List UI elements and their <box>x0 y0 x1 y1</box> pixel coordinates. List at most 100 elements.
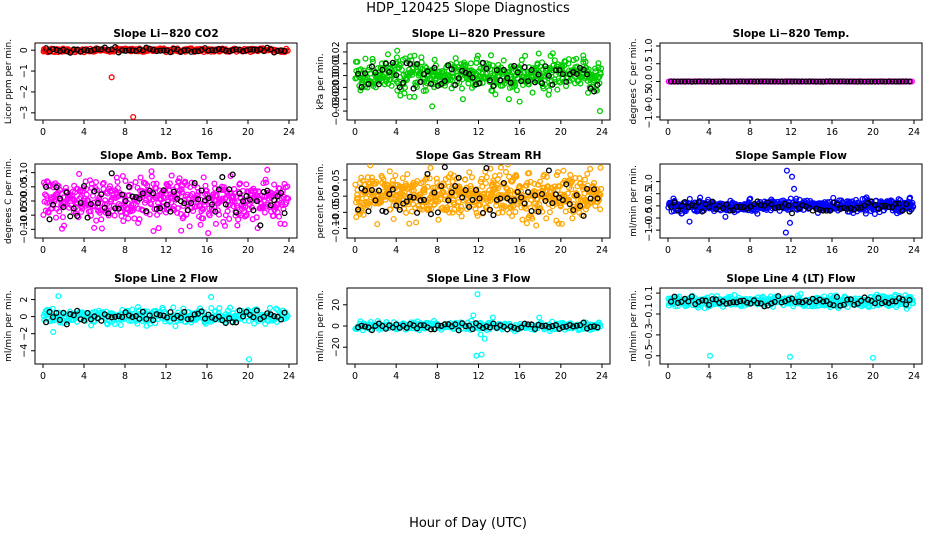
data-point-black <box>587 195 594 202</box>
x-tick-label: 4 <box>81 245 87 256</box>
y-tick-label: −0.05 <box>19 201 30 230</box>
data-point-black <box>768 201 775 208</box>
data-point <box>166 180 173 187</box>
data-point <box>178 186 185 193</box>
data-point <box>374 221 381 228</box>
data-point-black <box>892 78 899 85</box>
data-point-black <box>878 300 885 307</box>
data-point-black <box>885 78 892 85</box>
data-point-black <box>706 301 713 308</box>
data-point-black <box>146 312 153 319</box>
data-point <box>132 179 139 186</box>
data-point <box>360 211 367 218</box>
data-point <box>117 321 124 329</box>
outlier-point <box>384 51 391 58</box>
data-point <box>518 188 525 195</box>
data-point <box>505 96 512 103</box>
data-point-black <box>833 293 840 300</box>
y-tick-label: −2 <box>19 85 30 99</box>
data-point <box>408 208 415 215</box>
data-point <box>468 174 476 181</box>
data-point <box>513 87 520 94</box>
outlier-point <box>786 353 794 360</box>
y-tick-label: −3 <box>19 106 30 120</box>
y-tick-label: −0.10 <box>19 215 30 244</box>
data-point-black <box>500 66 507 74</box>
data-point <box>100 179 107 186</box>
x-tick-label: 0 <box>352 127 358 138</box>
data-point-black <box>63 48 70 55</box>
data-point <box>362 55 369 62</box>
panel-title: Slope Line 2 Flow <box>114 273 218 285</box>
data-point-black <box>462 187 469 194</box>
data-point-black <box>157 312 164 319</box>
y-tick-label: 0.0 <box>644 74 655 89</box>
data-point-black <box>723 78 730 85</box>
data-point-black <box>129 313 136 321</box>
data-point-black <box>882 78 889 85</box>
data-point-black <box>826 78 834 85</box>
data-point-black <box>466 203 473 211</box>
data-point-black <box>563 78 570 85</box>
data-point <box>194 192 201 199</box>
data-point <box>597 323 604 330</box>
data-point-black <box>559 324 566 331</box>
x-tick-label: 4 <box>393 371 399 382</box>
data-point-black <box>417 78 424 85</box>
x-axis-label: Hour of Day (UTC) <box>409 516 527 531</box>
data-point-black <box>53 309 60 317</box>
data-point-black <box>858 78 865 85</box>
y-tick-label: −0.05 <box>331 198 342 227</box>
data-point-black <box>274 193 281 200</box>
data-point-black <box>737 78 744 85</box>
data-point-black <box>201 315 209 322</box>
data-point-black <box>788 295 796 302</box>
x-tick-label: 4 <box>706 371 712 382</box>
data-point <box>120 217 127 225</box>
data-point-black <box>417 197 424 204</box>
y-tick-label: 20 <box>331 299 342 311</box>
data-point-black <box>438 183 445 190</box>
x-tick-label: 8 <box>434 245 440 256</box>
data-point-black <box>563 181 570 188</box>
data-point <box>506 68 513 75</box>
data-point <box>539 208 546 215</box>
data-point <box>235 216 242 223</box>
data-point <box>419 206 426 213</box>
data-point-black <box>535 71 542 78</box>
data-point-black <box>723 201 730 208</box>
data-point <box>411 52 418 59</box>
data-point-black <box>878 202 885 209</box>
data-point-black <box>236 307 243 314</box>
y-tick-label: −0.10 <box>331 214 342 243</box>
data-point-black <box>150 46 157 53</box>
data-point-black <box>702 297 709 304</box>
data-point-black <box>514 325 521 333</box>
data-point <box>462 176 469 183</box>
data-point-black <box>466 70 473 78</box>
x-tick-label: 8 <box>122 371 128 382</box>
data-point <box>526 170 533 177</box>
data-point-black <box>427 211 435 218</box>
data-point-black <box>434 322 441 329</box>
data-point-black <box>531 325 539 333</box>
data-point <box>496 172 503 179</box>
data-point-black <box>403 198 410 205</box>
data-point-black <box>754 78 761 85</box>
data-point-black <box>744 299 751 306</box>
data-point-black <box>681 199 688 206</box>
data-point <box>567 171 574 178</box>
data-point-black <box>486 77 493 84</box>
data-point <box>78 208 85 215</box>
data-point-black <box>785 78 792 85</box>
data-point <box>111 212 118 219</box>
data-points <box>665 167 917 236</box>
data-point-black <box>823 78 830 85</box>
data-point-black <box>427 326 435 333</box>
data-point-black <box>702 78 709 85</box>
x-tick-label: 16 <box>201 127 213 138</box>
data-point <box>550 186 557 193</box>
data-point-black <box>833 201 840 208</box>
data-point-black <box>87 200 95 208</box>
